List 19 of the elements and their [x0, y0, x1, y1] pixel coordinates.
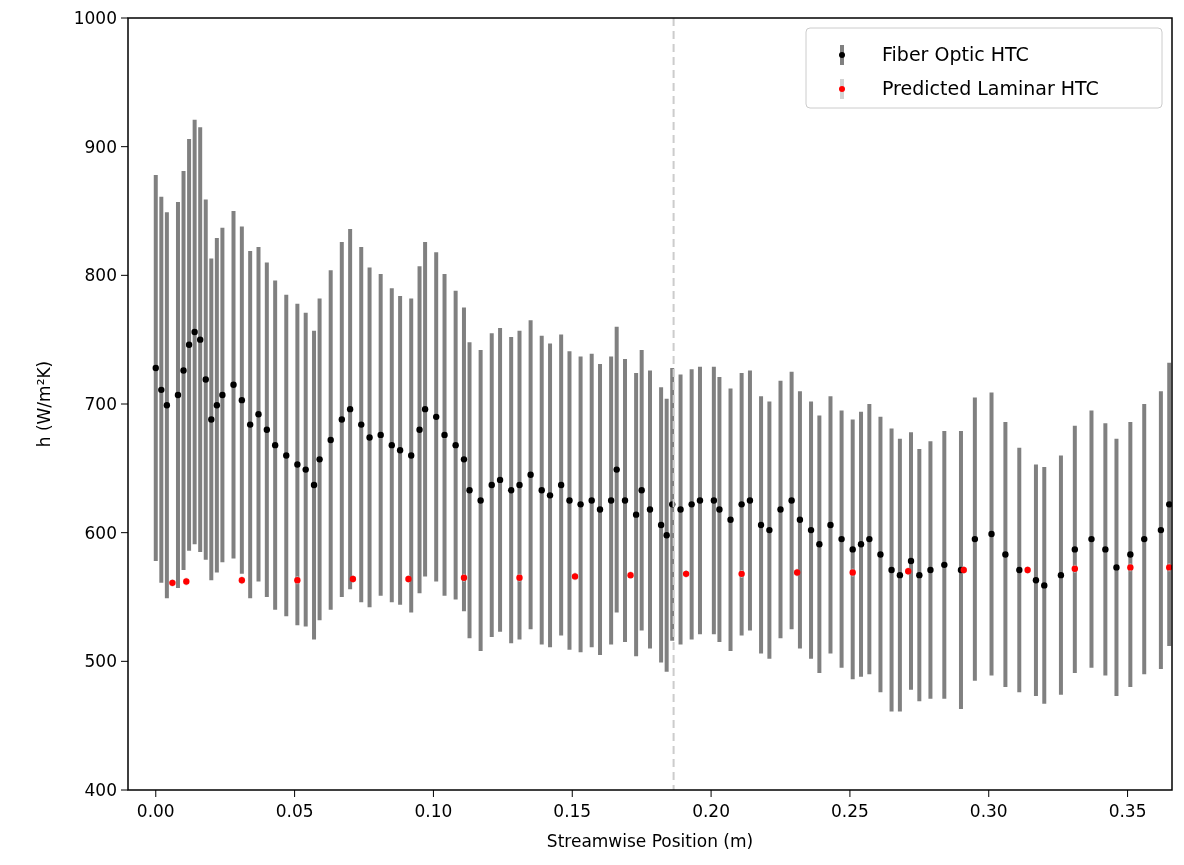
y-tick-label: 500	[84, 651, 117, 672]
y-tick-label: 900	[84, 136, 117, 157]
x-tick-label: 0.15	[553, 801, 592, 821]
y-tick-label: 800	[84, 265, 117, 286]
y-axis-title: h (W/m²K)	[34, 360, 54, 448]
y-tick-label: 400	[84, 780, 117, 800]
x-axis-title: Streamwise Position (m)	[546, 831, 754, 851]
legend-label: Fiber Optic HTC	[882, 43, 1029, 65]
x-tick-label: 0.10	[414, 801, 453, 821]
x-tick-label: 0.35	[1108, 801, 1147, 821]
y-tick-label: 1000	[73, 8, 117, 28]
y-tick-label: 600	[84, 522, 117, 543]
x-tick-label: 0.05	[275, 801, 314, 821]
legend-label: Predicted Laminar HTC	[882, 77, 1099, 99]
x-tick-label: 0.30	[969, 801, 1008, 821]
x-tick-label: 0.25	[830, 801, 869, 821]
x-tick-label: 0.20	[692, 801, 731, 821]
y-tick-label: 700	[84, 394, 117, 414]
x-tick-label: 0.00	[136, 801, 175, 821]
